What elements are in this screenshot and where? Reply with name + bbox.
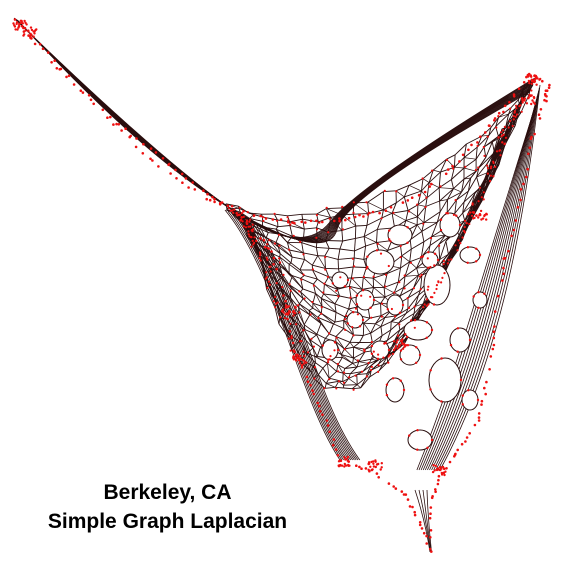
graph-nodes — [12, 18, 551, 553]
graph-edges — [13, 17, 541, 553]
caption-location: Berkeley, CA — [103, 481, 232, 504]
caption-method: Simple Graph Laplacian — [47, 510, 288, 533]
